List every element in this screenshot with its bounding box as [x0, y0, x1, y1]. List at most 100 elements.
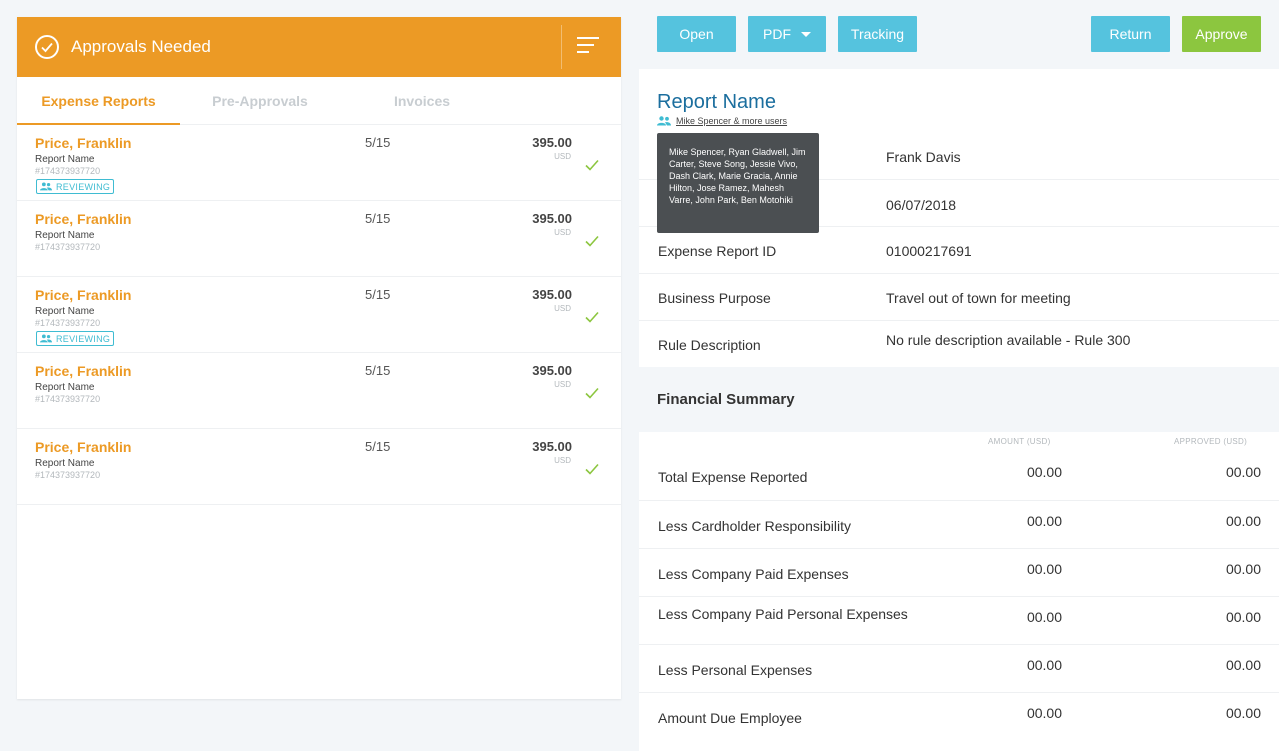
- employee-name: Price, Franklin: [35, 211, 132, 227]
- users-icon: [40, 334, 52, 343]
- financial-summary-title: Financial Summary: [657, 391, 795, 408]
- approved-value: 00.00: [1225, 513, 1261, 529]
- detail-label: Business Purpose: [658, 290, 771, 306]
- users-tooltip: Mike Spencer, Ryan Gladwell, Jim Carter,…: [657, 133, 819, 233]
- detail-value: Travel out of town for meeting: [886, 290, 1071, 306]
- users-link[interactable]: Mike Spencer & more users: [657, 116, 787, 126]
- report-amount: 395.00: [532, 135, 572, 150]
- panel-header: Approvals Needed: [17, 17, 621, 77]
- report-currency: USD: [554, 228, 571, 237]
- users-link-text: Mike Spencer & more users: [676, 116, 788, 126]
- open-button[interactable]: Open: [657, 16, 736, 52]
- financial-row: Less Cardholder Responsibility 00.00 00.00: [639, 501, 1279, 549]
- financial-label: Amount Due Employee: [658, 710, 802, 726]
- report-amount: 395.00: [532, 363, 572, 378]
- employee-name: Price, Franklin: [35, 439, 132, 455]
- financial-label: Less Company Paid Expenses: [658, 566, 849, 582]
- report-list: Price, Franklin Report Name #174373937720 R…: [17, 125, 621, 505]
- amount-value: 00.00: [1026, 561, 1062, 577]
- checkmark-icon[interactable]: [585, 235, 599, 247]
- report-row[interactable]: Price, Franklin Report Name #174373937720 5…: [17, 201, 621, 277]
- detail-row: 06/07/2018: [639, 180, 1279, 227]
- tracking-button[interactable]: Tracking: [838, 16, 917, 52]
- tab-pre-approvals[interactable]: Pre-Approvals: [212, 93, 308, 109]
- approvals-panel: Approvals Needed Expense Reports Pre-App…: [17, 17, 621, 699]
- report-name: Report Name: [35, 382, 95, 393]
- financial-label: Less Cardholder Responsibility: [658, 518, 851, 534]
- report-amount: 395.00: [532, 287, 572, 302]
- report-id: #174373937720: [35, 166, 101, 176]
- detail-value: 01000217691: [886, 243, 972, 259]
- approve-button[interactable]: Approve: [1182, 16, 1261, 52]
- report-row[interactable]: Price, Franklin Report Name #174373937720 R…: [17, 125, 621, 201]
- detail-label: Expense Report ID: [658, 243, 777, 259]
- detail-row: Rule Description No rule description ava…: [639, 321, 1279, 367]
- header-divider: [561, 25, 562, 69]
- report-currency: USD: [554, 304, 571, 313]
- amount-value: 00.00: [1026, 513, 1062, 529]
- caret-down-icon: [801, 31, 811, 37]
- users-icon: [40, 182, 52, 191]
- tab-expense-reports[interactable]: Expense Reports: [17, 77, 180, 125]
- approved-value: 00.00: [1225, 464, 1261, 480]
- amount-value: 00.00: [1026, 705, 1062, 721]
- checkmark-icon[interactable]: [585, 311, 599, 323]
- report-currency: USD: [554, 380, 571, 389]
- employee-name: Price, Franklin: [35, 287, 132, 303]
- financial-label: Less Company Paid Personal Expenses: [658, 606, 908, 622]
- report-currency: USD: [554, 456, 571, 465]
- report-amount: 395.00: [532, 439, 572, 454]
- financial-row: Less Personal Expenses 00.00 00.00: [639, 645, 1279, 693]
- detail-row: Business Purpose Travel out of town for …: [639, 274, 1279, 321]
- tab-invoices[interactable]: Invoices: [393, 93, 451, 109]
- check-circle-icon: [35, 35, 59, 59]
- report-row[interactable]: Price, Franklin Report Name #174373937720 5…: [17, 429, 621, 505]
- report-id: #174373937720: [35, 394, 101, 404]
- detail-value: 06/07/2018: [886, 197, 957, 213]
- financial-label: Less Personal Expenses: [658, 662, 813, 678]
- financial-row: Amount Due Employee 00.00 00.00: [639, 693, 1279, 741]
- approved-value: 00.00: [1225, 609, 1261, 625]
- financial-summary-card: AMOUNT (USD) APPROVED (USD) Total Expens…: [639, 432, 1279, 751]
- sort-icon[interactable]: [577, 37, 603, 57]
- report-row[interactable]: Price, Franklin Report Name #174373937720 R…: [17, 277, 621, 353]
- approved-value: 00.00: [1225, 705, 1261, 721]
- panel-title: Approvals Needed: [71, 37, 211, 56]
- report-id: #174373937720: [35, 470, 101, 480]
- report-date: 5/15: [365, 211, 391, 226]
- report-name: Report Name: [35, 306, 95, 317]
- report-id: #174373937720: [35, 318, 101, 328]
- tab-bar: Expense Reports Pre-Approvals Invoices: [17, 77, 621, 125]
- users-icon: [657, 116, 671, 126]
- report-date: 5/15: [365, 439, 391, 454]
- report-name: Report Name: [35, 458, 95, 469]
- checkmark-icon[interactable]: [585, 463, 599, 475]
- employee-name: Price, Franklin: [35, 363, 132, 379]
- status-badge: REVIEWING: [36, 179, 115, 194]
- report-name: Report Name: [35, 154, 95, 165]
- pdf-button-label: PDF: [763, 26, 791, 42]
- detail-label: Rule Description: [658, 337, 761, 353]
- status-badge: REVIEWING: [36, 331, 115, 346]
- status-badge-label: REVIEWING: [56, 333, 111, 344]
- status-badge-label: REVIEWING: [56, 181, 111, 192]
- report-amount: 395.00: [532, 211, 572, 226]
- financial-row: Less Company Paid Expenses 00.00 00.00: [639, 549, 1279, 597]
- report-date: 5/15: [365, 363, 391, 378]
- detail-row: Expense Report ID 01000217691: [639, 227, 1279, 274]
- checkmark-icon[interactable]: [585, 387, 599, 399]
- approved-value: 00.00: [1225, 657, 1261, 673]
- pdf-button[interactable]: PDF: [748, 16, 826, 52]
- report-name: Report Name: [35, 230, 95, 241]
- return-button[interactable]: Return: [1091, 16, 1170, 52]
- approved-value: 00.00: [1225, 561, 1261, 577]
- report-row[interactable]: Price, Franklin Report Name #174373937720 5…: [17, 353, 621, 429]
- detail-value: No rule description available - Rule 300: [886, 332, 1131, 348]
- financial-label: Total Expense Reported: [658, 469, 808, 485]
- report-currency: USD: [554, 152, 571, 161]
- checkmark-icon[interactable]: [585, 159, 599, 171]
- amount-value: 00.00: [1026, 464, 1062, 480]
- report-title: Report Name: [657, 91, 776, 113]
- financial-row: Less Company Paid Personal Expenses 00.00…: [639, 597, 1279, 645]
- report-date: 5/15: [365, 135, 391, 150]
